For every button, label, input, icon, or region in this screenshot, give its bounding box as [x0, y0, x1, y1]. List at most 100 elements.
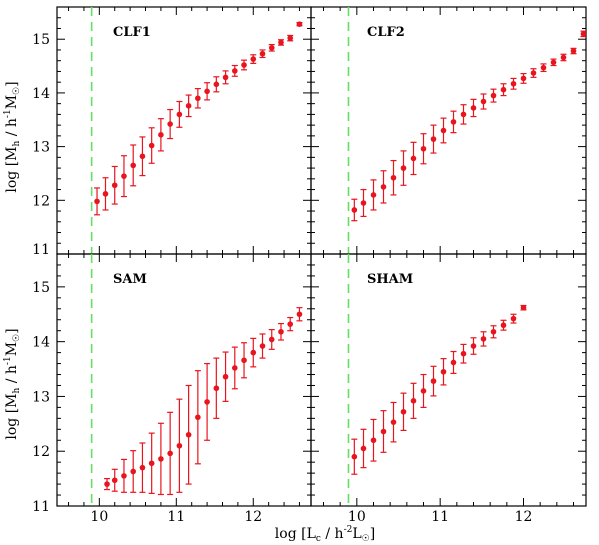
data-point [158, 131, 164, 138]
data-point [185, 431, 192, 438]
data-point [213, 81, 220, 88]
panel-frame-clf2 [310, 6, 587, 255]
data-point [222, 373, 229, 380]
data-point [440, 368, 447, 375]
data-point [370, 192, 377, 198]
y-axis-label-bottom: log [Mh / h-1M☉] [3, 328, 22, 439]
data-point [490, 92, 497, 99]
panel-sham: SHAM [310, 253, 587, 507]
y-axis-label-top: log [Mh / h-1M☉] [3, 81, 22, 192]
data-point [167, 121, 173, 127]
data-point [470, 105, 477, 111]
x-axis-label-sun: ☉ [362, 534, 370, 544]
data-point [121, 473, 127, 479]
y-tick-label: 14 [32, 86, 50, 102]
tick-labels: 10 11 12 10 11 12 12 13 14 15 11 11 12 13 14 15 [32, 32, 532, 525]
data-point [213, 385, 220, 392]
data-point [450, 119, 457, 125]
data-point [520, 75, 527, 82]
data-point [520, 304, 527, 311]
data-point [287, 35, 294, 41]
data-point [94, 198, 100, 205]
data-point [510, 315, 517, 322]
panel-frame-sham [310, 253, 587, 507]
data-point [380, 428, 387, 435]
data-point [232, 68, 238, 74]
data-point [351, 453, 358, 460]
data-point [380, 184, 387, 190]
panel-sam: SAM [56, 253, 312, 507]
data-point [480, 98, 487, 105]
y-tick-label: 15 [32, 32, 50, 48]
data-point [130, 468, 136, 475]
x-tick-label: 10 [348, 509, 366, 525]
series-sam [104, 307, 303, 496]
data-point [420, 145, 427, 152]
series-clf1 [94, 21, 303, 216]
data-point [470, 343, 477, 349]
panel-clf2: CLF2 [310, 6, 587, 255]
data-point [351, 207, 358, 213]
data-point [250, 56, 257, 62]
panel-label-clf2: CLF2 [367, 25, 405, 40]
data-point [139, 464, 146, 471]
data-point [195, 95, 201, 102]
data-point [167, 450, 173, 457]
y-tick-label: 11 [32, 242, 50, 258]
data-point [410, 398, 417, 404]
panel-label-clf1: CLF1 [113, 25, 151, 40]
data-point [460, 350, 467, 357]
data-point [390, 174, 397, 181]
data-point [440, 127, 447, 134]
data-point [540, 64, 547, 71]
x-axis-label-sub: c [316, 534, 321, 544]
y-tick-label: 13 [32, 140, 50, 156]
data-point [430, 136, 437, 142]
data-point [268, 336, 275, 343]
data-point [176, 442, 183, 449]
x-tick-label: 12 [515, 509, 533, 525]
data-point [360, 445, 367, 452]
series-clf2 [351, 30, 586, 222]
y-tick-label: 12 [32, 444, 50, 460]
panel-clf1: CLF1 [56, 6, 312, 255]
data-point [510, 80, 517, 87]
data-point [241, 357, 247, 364]
data-point [370, 437, 377, 444]
panel-label-sham: SHAM [367, 272, 413, 287]
data-point [500, 86, 507, 93]
x-tick-label: 11 [167, 509, 185, 525]
x-tick-label: 10 [90, 509, 108, 525]
x-tick-label: 12 [244, 509, 262, 525]
x-axis-label: log [Lc / h-2L☉] [275, 525, 375, 544]
data-point [139, 153, 146, 160]
data-point [400, 165, 407, 171]
data-point [480, 336, 487, 342]
data-point [278, 328, 284, 335]
data-point [450, 359, 457, 366]
y-tick-label: 15 [32, 280, 50, 296]
data-point [410, 155, 417, 162]
data-point [460, 111, 467, 118]
data-point [148, 142, 155, 149]
data-point [259, 343, 266, 349]
data-point [204, 399, 210, 405]
data-point [176, 111, 183, 118]
data-point [400, 408, 407, 415]
data-point [560, 54, 567, 61]
data-point [232, 365, 238, 371]
x-axis-label-sup: -2 [344, 525, 353, 535]
data-point [490, 328, 497, 335]
data-point [530, 70, 537, 76]
data-point [102, 191, 109, 197]
data-point [430, 378, 437, 384]
data-point [570, 48, 577, 54]
data-point [204, 88, 210, 95]
y-tick-label: 11 [32, 499, 50, 515]
data-point [111, 182, 118, 189]
y-tick-label: 12 [32, 193, 50, 209]
data-point [241, 62, 247, 68]
data-point [278, 39, 284, 46]
